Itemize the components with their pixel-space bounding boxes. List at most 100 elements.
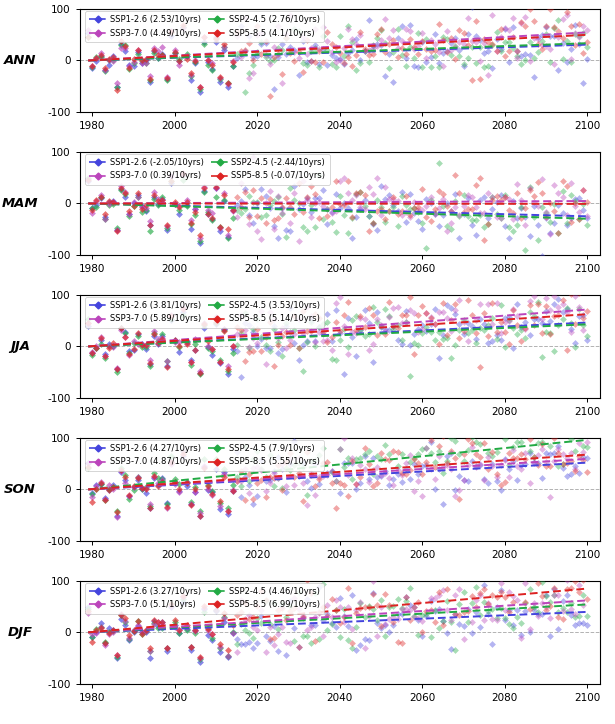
Point [426,312,435,324]
Point [582,196,592,208]
Point [285,182,295,193]
Point [100,494,109,505]
Point [467,203,477,215]
Point [558,306,568,318]
Point [430,604,440,615]
Point [83,25,93,36]
Point [401,24,411,35]
Point [273,451,283,463]
Point [537,188,547,199]
Point [96,191,106,203]
Point [475,73,485,85]
Point [541,300,551,311]
Point [149,193,159,204]
Point [281,457,291,468]
Point [228,204,237,216]
Point [496,584,506,596]
Point [368,356,378,368]
Point [343,47,353,59]
Point [574,610,584,621]
Point [203,59,213,70]
Point [434,220,443,232]
Point [491,196,501,208]
Point [496,577,506,589]
Point [546,30,555,41]
Point [112,81,122,93]
Point [413,448,423,460]
Point [203,56,213,67]
Point [199,462,208,473]
Point [454,188,464,199]
Point [491,208,501,219]
Point [298,457,308,468]
Point [413,475,423,487]
Point [533,437,542,448]
Point [203,624,213,636]
Point [413,49,423,60]
Point [462,295,472,306]
Point [430,606,440,618]
Point [566,603,576,615]
Point [488,203,498,215]
Point [322,469,332,481]
Point [215,500,225,512]
Point [96,334,106,345]
Point [421,56,431,67]
Point [133,46,143,58]
Point [549,589,559,601]
Point [401,190,411,202]
Point [269,51,279,63]
Point [467,35,477,47]
Point [108,340,118,352]
Point [570,619,580,631]
Point [459,58,469,70]
Point [248,54,258,66]
Point [339,369,349,380]
Point [256,233,266,245]
Point [281,487,291,498]
Point [546,228,555,240]
Point [368,40,378,51]
Point [475,194,485,206]
Point [483,606,493,618]
Point [194,83,204,95]
Point [582,334,592,345]
Point [141,206,151,217]
Point [310,636,320,647]
Point [264,193,274,205]
Point [92,194,101,206]
Point [223,232,233,244]
Point [203,209,213,220]
Point [413,28,423,39]
Point [174,204,184,216]
Point [462,12,472,23]
Point [471,201,481,213]
Point [426,596,435,607]
Point [166,457,176,468]
Point [500,604,510,615]
Point [298,477,308,489]
Point [508,214,518,225]
Point [421,325,431,337]
Point [319,602,328,613]
Point [228,60,237,72]
Point [450,644,460,656]
Point [537,43,547,55]
Point [529,458,539,469]
Point [327,477,336,489]
Point [438,615,448,626]
Point [401,306,411,317]
Point [256,333,266,345]
Point [145,502,155,514]
Point [92,624,101,636]
Point [162,222,172,234]
Point [384,205,394,216]
Legend: SSP1-2.6 (2.53/10yrs), SSP3-7.0 (4.49/10yrs), SSP2-4.5 (2.76/10yrs), SSP5-8.5 (4: SSP1-2.6 (2.53/10yrs), SSP3-7.0 (4.49/10… [85,11,323,42]
Point [207,486,217,497]
Point [248,453,258,465]
Point [182,623,192,634]
Point [384,311,394,323]
Point [133,330,143,342]
Point [533,234,542,245]
Point [124,347,134,358]
